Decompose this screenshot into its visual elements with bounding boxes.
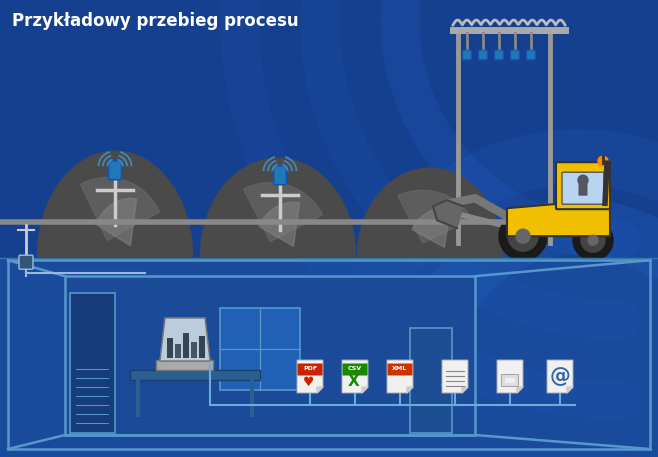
Polygon shape — [96, 198, 137, 246]
Circle shape — [442, 382, 448, 388]
Text: Przykładowy przebieg procesu: Przykładowy przebieg procesu — [12, 12, 299, 30]
FancyBboxPatch shape — [501, 374, 519, 387]
Polygon shape — [259, 202, 299, 246]
Polygon shape — [507, 203, 610, 236]
Bar — [183, 333, 189, 358]
FancyBboxPatch shape — [578, 181, 588, 196]
Polygon shape — [567, 387, 573, 393]
FancyBboxPatch shape — [479, 50, 488, 60]
Text: CSV: CSV — [348, 367, 362, 372]
Polygon shape — [160, 318, 210, 361]
Bar — [410, 328, 452, 433]
Bar — [191, 342, 197, 358]
Polygon shape — [442, 360, 468, 393]
FancyBboxPatch shape — [19, 255, 33, 269]
Circle shape — [573, 220, 613, 260]
Circle shape — [578, 175, 588, 185]
Polygon shape — [497, 360, 523, 393]
Polygon shape — [412, 208, 450, 247]
Polygon shape — [362, 387, 368, 393]
Polygon shape — [357, 168, 503, 256]
Polygon shape — [462, 387, 468, 393]
Bar — [130, 370, 260, 380]
Circle shape — [508, 221, 538, 251]
Circle shape — [581, 228, 605, 252]
FancyBboxPatch shape — [556, 162, 610, 209]
Text: ♥: ♥ — [303, 376, 315, 388]
Text: @: @ — [549, 366, 570, 386]
Polygon shape — [201, 158, 355, 256]
Polygon shape — [342, 360, 368, 393]
Circle shape — [598, 156, 608, 166]
Circle shape — [588, 235, 598, 245]
FancyBboxPatch shape — [157, 361, 213, 371]
FancyBboxPatch shape — [463, 50, 471, 60]
Circle shape — [516, 229, 530, 243]
FancyBboxPatch shape — [388, 363, 413, 376]
FancyBboxPatch shape — [297, 363, 322, 376]
FancyBboxPatch shape — [562, 172, 604, 204]
Polygon shape — [38, 151, 193, 256]
Polygon shape — [517, 387, 523, 393]
Bar — [167, 338, 173, 358]
Polygon shape — [547, 360, 573, 393]
Bar — [175, 344, 181, 358]
Polygon shape — [80, 177, 160, 240]
Bar — [70, 293, 115, 433]
Polygon shape — [407, 387, 413, 393]
Polygon shape — [160, 318, 210, 361]
FancyBboxPatch shape — [495, 50, 503, 60]
Circle shape — [499, 212, 547, 260]
Polygon shape — [317, 387, 323, 393]
FancyBboxPatch shape — [343, 363, 368, 376]
Bar — [0, 258, 658, 457]
FancyBboxPatch shape — [511, 50, 519, 60]
FancyBboxPatch shape — [505, 378, 515, 383]
Polygon shape — [243, 183, 322, 241]
Polygon shape — [387, 360, 413, 393]
FancyBboxPatch shape — [526, 50, 536, 60]
Bar — [199, 336, 205, 358]
Bar — [65, 276, 475, 435]
Polygon shape — [433, 200, 463, 228]
FancyBboxPatch shape — [109, 161, 122, 180]
FancyBboxPatch shape — [274, 166, 286, 185]
Text: PDF: PDF — [303, 367, 317, 372]
Text: XML: XML — [392, 367, 407, 372]
Polygon shape — [297, 360, 323, 393]
Polygon shape — [397, 190, 472, 243]
Bar — [0, 0, 658, 258]
Text: X: X — [348, 374, 360, 389]
Bar — [220, 308, 300, 390]
